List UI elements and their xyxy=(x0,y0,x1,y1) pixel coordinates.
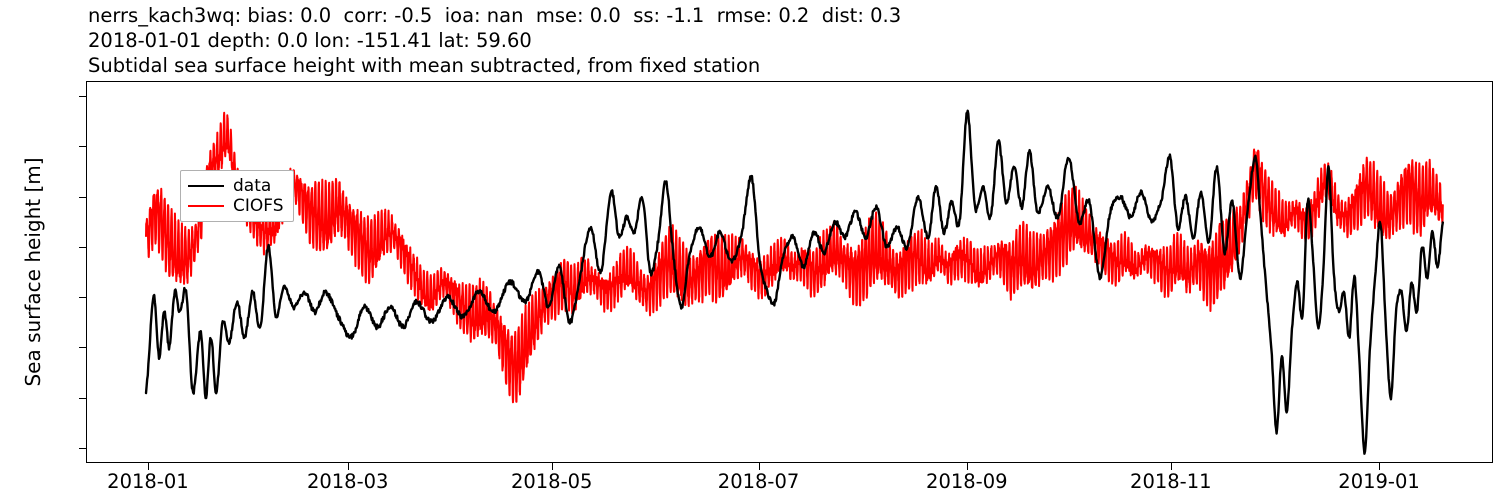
x-tick-label: 2018-11 xyxy=(1130,470,1212,493)
legend-entry-ciofs[interactable]: CIOFS xyxy=(188,196,284,216)
x-tick-mark xyxy=(147,463,149,470)
title-line-station-info: 2018-01-01 depth: 0.0 lon: -151.41 lat: … xyxy=(88,29,532,52)
x-tick-label: 2018-03 xyxy=(306,470,389,493)
legend-label: data xyxy=(233,176,272,196)
y-tick-mark xyxy=(79,196,86,198)
y-tick-mark xyxy=(79,297,86,299)
y-tick-mark xyxy=(79,397,86,399)
x-tick-mark xyxy=(1379,463,1381,470)
y-tick-label: −0.2 xyxy=(0,336,7,359)
title-line-description: Subtidal sea surface height with mean su… xyxy=(88,54,761,77)
y-tick-mark xyxy=(79,347,86,349)
y-tick-label: −0.1 xyxy=(0,286,7,309)
x-tick-mark xyxy=(1170,463,1172,470)
y-tick-label: −0.4 xyxy=(0,436,7,459)
x-tick-label: 2018-01 xyxy=(107,470,189,493)
chart-title-block: nerrs_kach3wq: bias: 0.0 corr: -0.5 ioa:… xyxy=(88,3,1488,78)
y-tick-label: 0.3 xyxy=(0,85,7,108)
series-line-ciofs xyxy=(145,111,1444,404)
x-tick-mark xyxy=(347,463,349,470)
legend-swatch-ciofs xyxy=(188,205,224,207)
series-canvas xyxy=(144,109,1445,455)
plot-area: data CIOFS xyxy=(86,81,1493,463)
x-tick-label: 2018-05 xyxy=(510,470,593,493)
legend-entry-data[interactable]: data xyxy=(188,176,284,196)
y-tick-mark xyxy=(79,447,86,449)
y-tick-label: −0.3 xyxy=(0,386,7,409)
y-tick-mark xyxy=(79,146,86,148)
x-tick-mark xyxy=(758,463,760,470)
y-tick-label: 0.2 xyxy=(0,135,7,158)
y-tick-mark xyxy=(79,246,86,248)
chart-legend[interactable]: data CIOFS xyxy=(180,170,294,222)
x-tick-label: 2018-07 xyxy=(717,470,800,493)
y-tick-label: 0.1 xyxy=(0,185,7,208)
y-tick-mark xyxy=(79,96,86,98)
x-tick-mark xyxy=(966,463,968,470)
series-line-data xyxy=(144,109,1445,455)
x-tick-label: 2019-01 xyxy=(1338,470,1420,493)
x-tick-label: 2018-09 xyxy=(926,470,1008,493)
y-tick-label: 0.0 xyxy=(0,235,7,258)
legend-label: CIOFS xyxy=(233,196,284,216)
y-axis-label: Sea surface height [m] xyxy=(21,157,45,387)
title-line-metrics: nerrs_kach3wq: bias: 0.0 corr: -0.5 ioa:… xyxy=(88,4,902,27)
x-tick-mark xyxy=(551,463,553,470)
legend-swatch-data xyxy=(188,185,224,187)
